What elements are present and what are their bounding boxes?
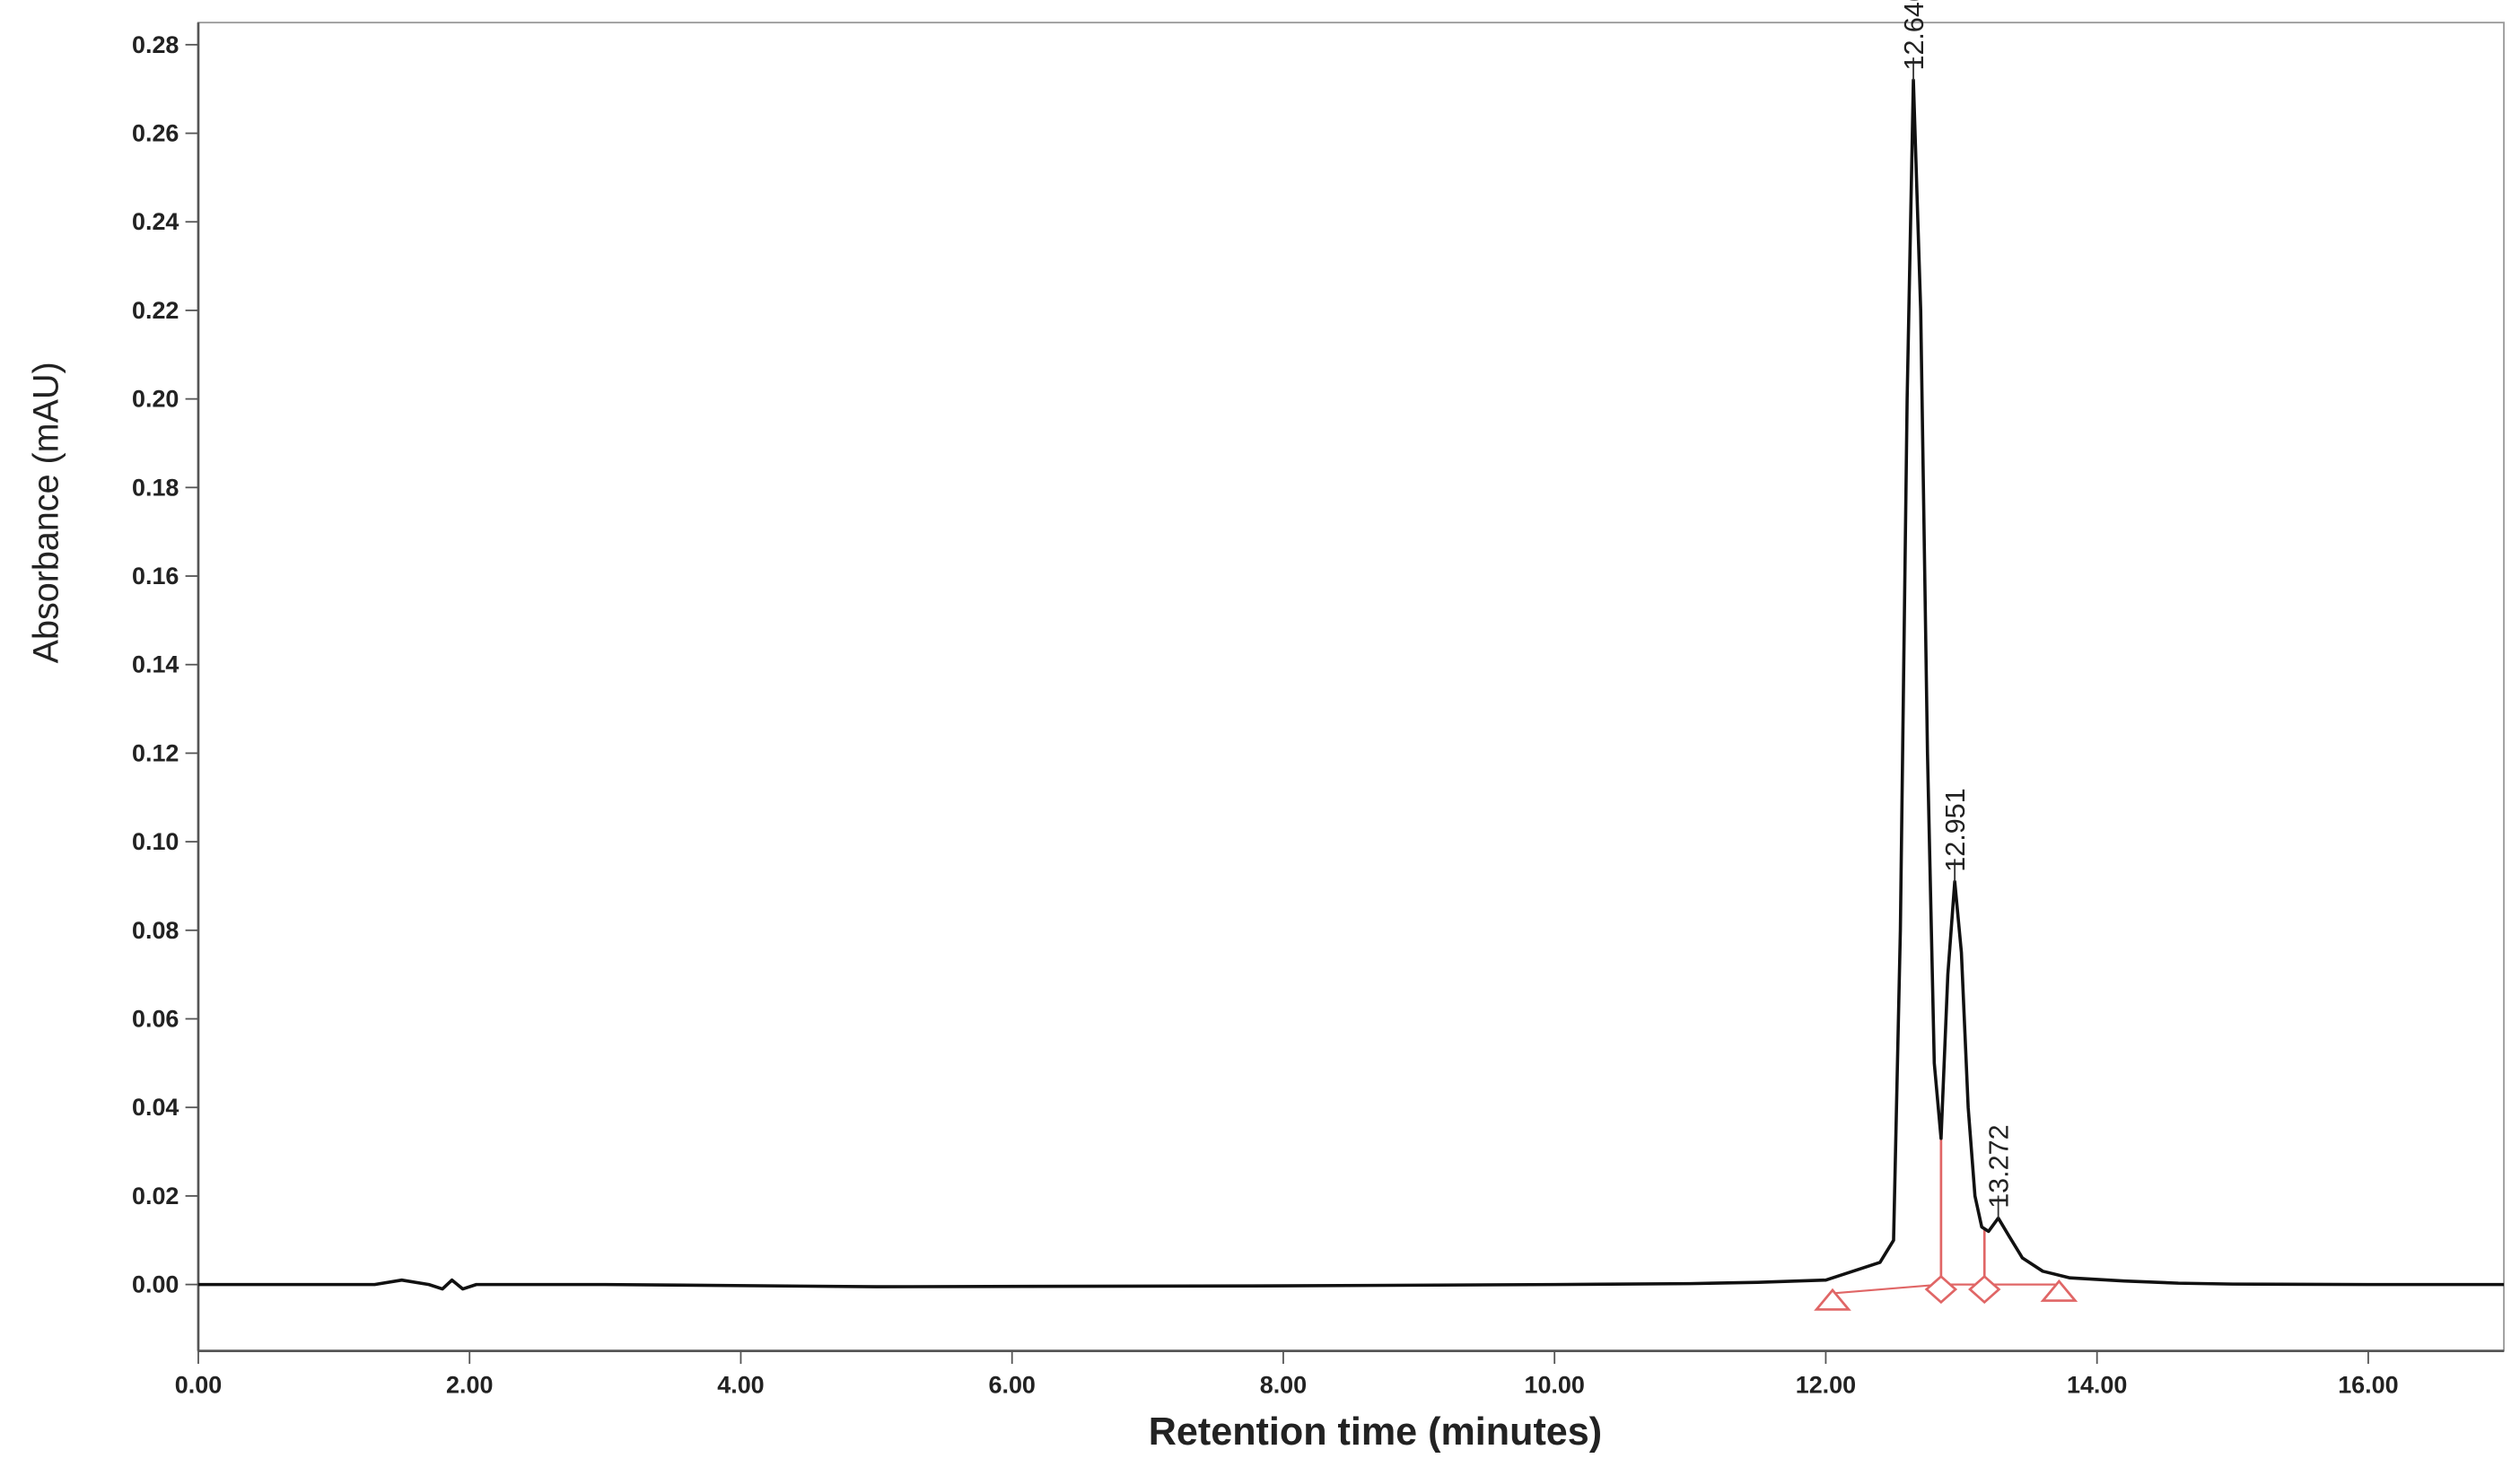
y-tick-label: 0.08: [132, 917, 179, 944]
baseline-marker: [1968, 1274, 2001, 1305]
y-tick-label: 0.00: [132, 1271, 179, 1298]
y-tick-label: 0.18: [132, 474, 179, 501]
x-tick-label: 8.00: [1260, 1371, 1307, 1398]
y-tick-label: 0.28: [132, 31, 179, 58]
x-tick-label: 0.00: [175, 1371, 222, 1398]
y-tick-label: 0.14: [132, 651, 179, 678]
baseline-marker: [1924, 1274, 1958, 1305]
x-tick-label: 14.00: [2067, 1371, 2127, 1398]
baseline-marker: [2040, 1279, 2078, 1302]
x-tick-label: 6.00: [988, 1371, 1035, 1398]
peak-label: 12.951: [1940, 788, 1971, 871]
x-tick-label: 12.00: [1796, 1371, 1856, 1398]
x-tick-label: 2.00: [446, 1371, 493, 1398]
x-tick-label: 10.00: [1524, 1371, 1584, 1398]
y-tick-label: 0.26: [132, 120, 179, 147]
peak-label: 13.272: [1983, 1124, 2014, 1208]
x-axis-title: Retention time (minutes): [1149, 1410, 1602, 1454]
y-tick-label: 0.16: [132, 563, 179, 589]
y-tick-label: 0.06: [132, 1005, 179, 1032]
y-tick-label: 0.04: [132, 1094, 179, 1121]
y-tick-label: 0.02: [132, 1183, 179, 1209]
y-tick-label: 0.22: [132, 297, 179, 324]
baseline-marker: [1814, 1288, 1851, 1311]
x-tick-label: 16.00: [2338, 1371, 2398, 1398]
peak-label: 12.646: [1899, 0, 1929, 71]
y-tick-label: 0.24: [132, 208, 179, 235]
y-tick-label: 0.20: [132, 386, 179, 413]
y-axis-title: Absorbance (mAU): [27, 362, 66, 663]
integration-baseline: [1832, 1283, 2060, 1295]
chromatogram-line: [197, 78, 2505, 1291]
x-tick-label: 4.00: [717, 1371, 764, 1398]
y-tick-label: 0.10: [132, 828, 179, 855]
y-tick-label: 0.12: [132, 739, 179, 766]
